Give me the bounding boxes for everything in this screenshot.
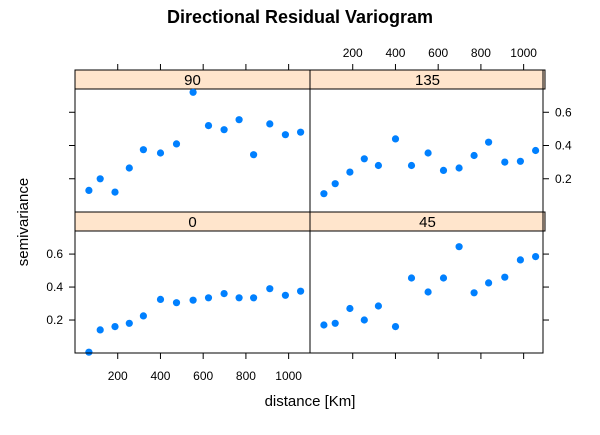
data-point — [391, 135, 400, 143]
data-point — [189, 296, 197, 304]
x-tick-label: 1000 — [275, 369, 302, 383]
x-axis-label: distance [Km] — [265, 393, 356, 410]
x-tick-label: 200 — [108, 369, 128, 383]
y-tick-label: 0.6 — [46, 247, 63, 261]
y-tick-label: 0.6 — [555, 105, 572, 119]
data-point — [439, 166, 448, 174]
data-point — [455, 164, 463, 172]
panels-layer: 0 45 90 135 200 400 600 800 1000 200 400 600 800 1000… — [46, 46, 572, 383]
data-point — [407, 274, 416, 282]
data-point — [204, 122, 213, 130]
y-tick-label: 0.2 — [555, 172, 572, 186]
data-point — [235, 116, 243, 124]
data-point — [439, 274, 448, 282]
data-point — [85, 348, 93, 356]
data-point — [391, 323, 400, 331]
data-point — [250, 294, 258, 302]
data-point — [320, 190, 328, 198]
data-point — [331, 180, 339, 188]
data-point — [360, 155, 368, 163]
data-point — [220, 290, 228, 298]
data-point — [470, 151, 478, 160]
panel-45: 45 — [309, 211, 546, 331]
strip-label-45: 45 — [419, 214, 436, 231]
data-point — [156, 295, 165, 303]
data-point — [111, 323, 119, 331]
panel-0: 0 — [74, 211, 311, 356]
strip-label-0: 0 — [188, 214, 196, 231]
data-point — [516, 256, 525, 264]
data-point — [172, 299, 181, 307]
data-point — [220, 126, 228, 134]
data-point — [407, 161, 416, 170]
data-point — [516, 157, 525, 165]
x-tick-label: 800 — [471, 46, 491, 60]
x-tick-label: 600 — [193, 369, 213, 383]
data-point — [297, 287, 305, 295]
panel-135: 135 — [309, 69, 546, 198]
data-point — [532, 253, 540, 261]
data-point — [346, 168, 354, 176]
chart-title: Directional Residual Variogram — [167, 7, 433, 27]
data-point — [204, 294, 213, 302]
data-point — [470, 289, 478, 297]
y-tick-label: 0.2 — [46, 313, 63, 327]
x-tick-label: 200 — [343, 46, 363, 60]
data-point — [331, 319, 339, 327]
data-point — [501, 158, 509, 166]
data-point — [360, 316, 368, 324]
data-point — [250, 151, 258, 159]
x-tick-label: 400 — [385, 46, 405, 60]
data-point — [424, 288, 432, 296]
data-point — [501, 273, 509, 281]
x-tick-label: 400 — [150, 369, 170, 383]
data-point — [281, 291, 289, 299]
data-point — [266, 120, 274, 128]
data-point — [125, 164, 133, 172]
data-point — [139, 312, 147, 320]
y-tick-label: 0.4 — [555, 139, 572, 153]
data-point — [139, 146, 147, 154]
data-point — [346, 304, 354, 313]
data-point — [96, 175, 104, 183]
panel-90: 90 — [74, 69, 311, 196]
data-point — [455, 243, 463, 251]
data-point — [297, 128, 305, 136]
data-point — [125, 319, 133, 327]
data-point — [320, 321, 328, 329]
data-point — [111, 188, 119, 196]
data-point — [172, 140, 181, 148]
strip-label-135: 135 — [415, 72, 440, 89]
data-point — [189, 88, 197, 96]
x-tick-label: 600 — [428, 46, 448, 60]
y-axis-label: semivariance — [15, 178, 32, 266]
data-point — [532, 146, 540, 155]
data-point — [96, 326, 104, 334]
data-point — [235, 294, 243, 302]
data-point — [374, 302, 382, 310]
data-point — [424, 149, 432, 157]
data-point — [156, 149, 165, 157]
data-point — [374, 161, 382, 170]
x-tick-label: 1000 — [510, 46, 537, 60]
data-point — [485, 279, 493, 287]
data-point — [266, 285, 274, 293]
data-point — [485, 138, 493, 146]
data-point — [281, 131, 289, 139]
y-tick-label: 0.4 — [46, 280, 63, 294]
data-point — [85, 186, 93, 194]
strip-label-90: 90 — [184, 72, 201, 89]
x-tick-label: 800 — [236, 369, 256, 383]
